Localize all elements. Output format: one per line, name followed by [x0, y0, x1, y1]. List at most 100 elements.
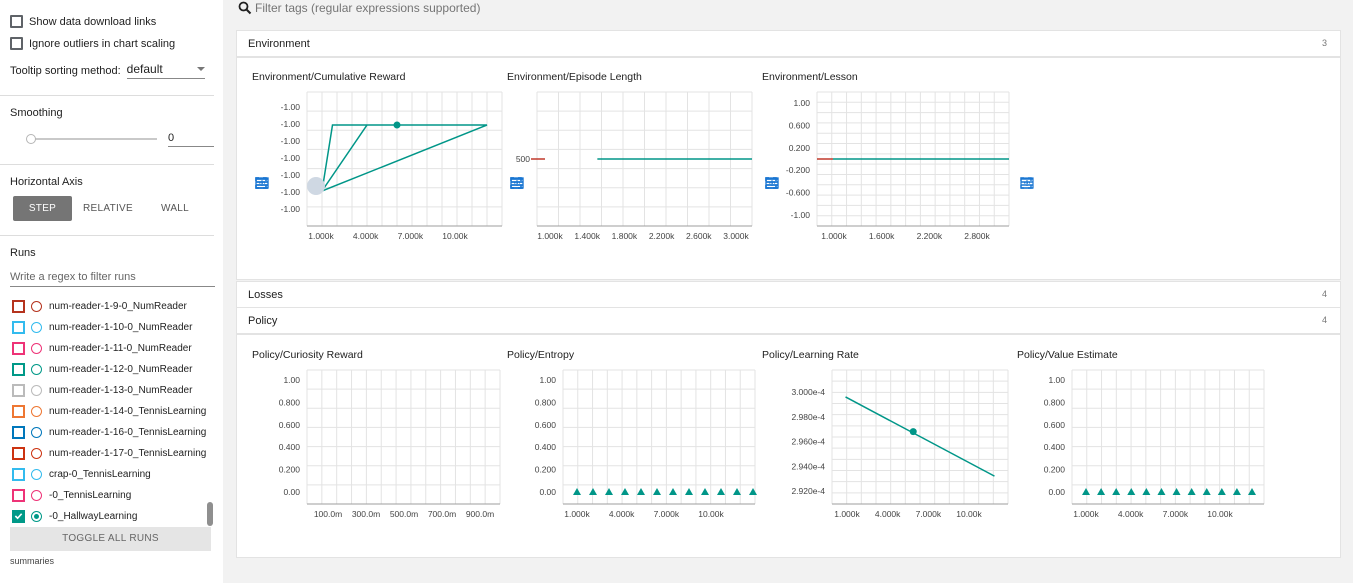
run-item[interactable]: -0_TennisLearning	[12, 487, 131, 503]
x-tick-label: 1.000k	[564, 509, 590, 519]
tooltip-sorting-select[interactable]: default	[126, 62, 205, 79]
grid	[306, 91, 503, 227]
run-radio[interactable]	[31, 384, 42, 396]
run-item[interactable]: -0_HallwayLearning	[12, 508, 137, 524]
y-tick-label: -1.00	[281, 187, 301, 197]
run-checkbox[interactable]	[12, 467, 25, 481]
data-list-icon[interactable]	[256, 177, 299, 195]
chart-plot[interactable]: 1.00 0.800 0.600 0.400 0.200 0.00 1.000k 4.000k…	[1017, 349, 1287, 529]
data-marker[interactable]	[701, 488, 709, 495]
data-marker[interactable]	[1127, 488, 1136, 495]
run-radio[interactable]	[31, 510, 42, 522]
data-marker[interactable]	[749, 488, 757, 495]
fit-domain-icon[interactable]	[255, 177, 325, 195]
run-checkbox[interactable]	[12, 383, 25, 397]
data-marker[interactable]	[1142, 488, 1151, 495]
chart-plot[interactable]: 1.00 0.800 0.600 0.400 0.200 0.00 1.000k 4.000k…	[507, 349, 777, 529]
run-checkbox[interactable]	[12, 425, 25, 439]
chart-actions	[765, 177, 835, 195]
run-checkbox[interactable]	[12, 488, 25, 502]
run-item[interactable]: num-reader-1-11-0_NumReader	[12, 340, 192, 356]
smoothing-slider-track[interactable]	[28, 138, 157, 140]
run-checkbox[interactable]	[12, 446, 25, 460]
x-tick-label: 300.0m	[352, 509, 380, 519]
data-marker[interactable]	[1112, 488, 1121, 495]
fit-domain-icon[interactable]	[765, 177, 835, 195]
run-radio[interactable]	[31, 468, 42, 480]
chart-plot[interactable]: 3.000e-4 2.980e-4 2.960e-4 2.940e-4 2.920e-4…	[762, 349, 1032, 529]
run-radio[interactable]	[31, 405, 42, 417]
run-item[interactable]: num-reader-1-13-0_NumReader	[12, 382, 192, 398]
data-marker[interactable]	[685, 488, 693, 495]
data-marker[interactable]	[1187, 488, 1196, 495]
data-list-icon[interactable]	[1021, 177, 1064, 195]
run-item[interactable]: num-reader-1-9-0_NumReader	[12, 298, 187, 314]
data-marker[interactable]	[1082, 488, 1090, 495]
tag-filter-input[interactable]: Filter tags (regular expressions support…	[255, 1, 481, 15]
category-losses[interactable]: Losses 4	[236, 281, 1341, 308]
axis-relative-button[interactable]: RELATIVE	[82, 203, 133, 214]
chart-plot[interactable]: -1.00 -1.00 -1.00 -1.00 -1.00 -1.00 -1.00 1.000…	[252, 71, 522, 251]
smoothing-input[interactable]: 0	[168, 132, 214, 147]
run-checkbox[interactable]	[12, 320, 25, 334]
runs-scrollbar[interactable]	[207, 502, 213, 526]
data-point[interactable]	[909, 428, 917, 436]
ignore-outliers-checkbox[interactable]: Ignore outliers in chart scaling	[10, 37, 175, 50]
run-checkbox[interactable]	[12, 299, 25, 313]
checkbox-icon[interactable]	[10, 37, 23, 50]
data-marker[interactable]	[1202, 488, 1211, 495]
data-marker[interactable]	[621, 488, 629, 495]
data-marker[interactable]	[1097, 488, 1106, 495]
data-marker[interactable]	[1248, 488, 1256, 495]
run-label: num-reader-1-9-0_NumReader	[49, 300, 187, 312]
category-policy[interactable]: Policy 4	[236, 307, 1341, 334]
axis-step-button[interactable]: STEP	[13, 196, 72, 221]
data-marker[interactable]	[605, 488, 613, 495]
run-radio[interactable]	[31, 363, 42, 375]
run-checkbox[interactable]	[12, 362, 25, 376]
toggle-all-runs-button[interactable]: TOGGLE ALL RUNS	[10, 527, 211, 551]
data-marker[interactable]	[733, 488, 741, 495]
run-item[interactable]: num-reader-1-14-0_TennisLearning	[12, 403, 206, 419]
checkbox-icon[interactable]	[10, 15, 23, 28]
category-environment[interactable]: Environment 3	[236, 30, 1341, 57]
smoothing-slider-handle[interactable]	[26, 134, 36, 144]
run-radio[interactable]	[31, 342, 42, 354]
data-marker[interactable]	[637, 488, 645, 495]
run-item[interactable]: num-reader-1-12-0_NumReader	[12, 361, 192, 377]
run-radio[interactable]	[31, 426, 42, 438]
data-marker[interactable]	[1157, 488, 1166, 495]
tag-filter[interactable]: Filter tags (regular expressions support…	[238, 1, 480, 15]
grid	[306, 369, 501, 505]
run-checkbox[interactable]	[12, 341, 25, 355]
chart-plot[interactable]: 1.00 0.800 0.600 0.400 0.200 0.00 100.0m 300.0m…	[252, 349, 522, 529]
data-marker[interactable]	[589, 488, 597, 495]
data-marker[interactable]	[1217, 488, 1226, 495]
chart-plot[interactable]: 1.00 0.600 0.200 -0.200 -0.600 -1.00 1.000k 1.6…	[762, 71, 1032, 251]
data-marker[interactable]	[1232, 488, 1241, 495]
run-item[interactable]: num-reader-1-10-0_NumReader	[12, 319, 192, 335]
run-checkbox[interactable]	[12, 404, 25, 418]
data-marker[interactable]	[653, 488, 661, 495]
run-item[interactable]: num-reader-1-16-0_TennisLearning	[12, 424, 206, 440]
run-radio[interactable]	[31, 321, 42, 333]
data-marker[interactable]	[1172, 488, 1181, 495]
fit-domain-icon[interactable]	[1020, 177, 1090, 195]
runs-filter-input[interactable]: Write a regex to filter runs	[10, 271, 215, 287]
axis-wall-button[interactable]: WALL	[160, 203, 190, 214]
chart-plot[interactable]: 500 1.000k 1.400k 1.800k 2.200k 2.600k 3.000k	[507, 71, 777, 251]
data-point[interactable]	[393, 121, 401, 129]
data-list-icon[interactable]	[511, 177, 554, 195]
run-radio[interactable]	[31, 447, 42, 459]
fit-domain-icon[interactable]	[510, 177, 580, 195]
run-item[interactable]: crap-0_TennisLearning	[12, 466, 151, 482]
run-item[interactable]: num-reader-1-17-0_TennisLearning	[12, 445, 206, 461]
data-marker[interactable]	[669, 488, 677, 495]
data-marker[interactable]	[573, 488, 581, 495]
show-download-links-checkbox[interactable]: Show data download links	[10, 15, 156, 28]
data-marker[interactable]	[717, 488, 725, 495]
run-radio[interactable]	[31, 300, 42, 312]
data-list-icon[interactable]	[766, 177, 809, 195]
run-checkbox[interactable]	[12, 509, 25, 523]
run-radio[interactable]	[31, 489, 42, 501]
